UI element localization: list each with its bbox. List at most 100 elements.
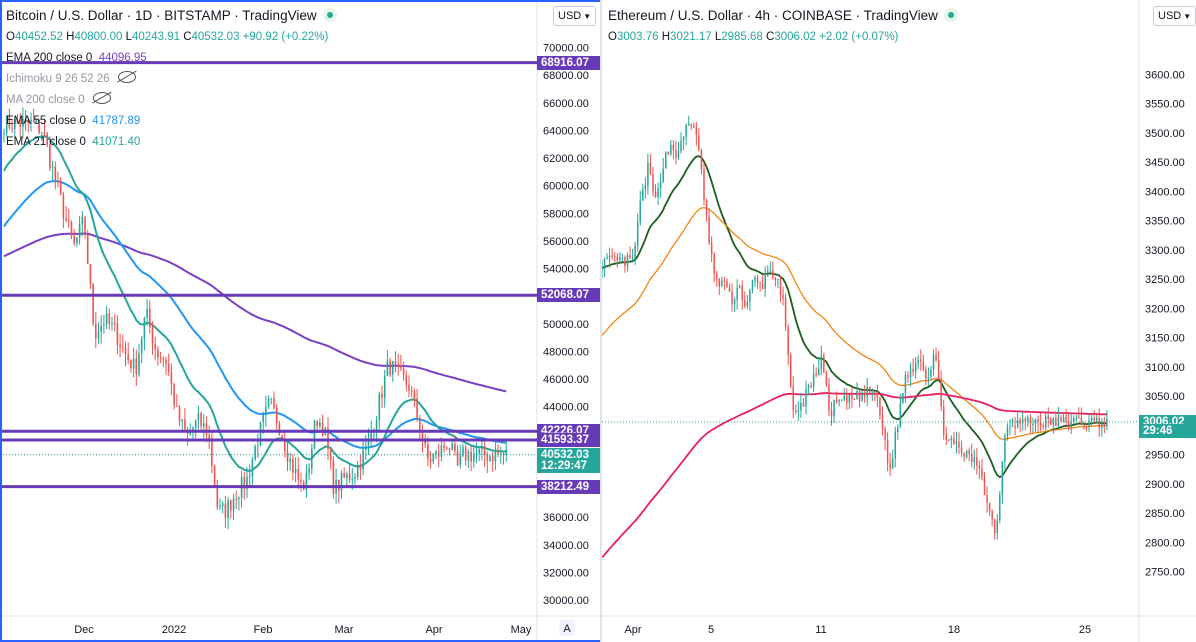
- candle: [1060, 415, 1062, 423]
- candle-body: [608, 255, 611, 258]
- candle: [958, 432, 960, 454]
- candle-body: [200, 412, 202, 427]
- candle-body: [1062, 416, 1065, 422]
- btc-chart-canvas[interactable]: 30000.0032000.0034000.0036000.0038000.00…: [0, 0, 600, 642]
- candle: [1024, 416, 1027, 431]
- candle: [297, 457, 300, 490]
- candle-body: [738, 285, 741, 288]
- candle-body: [917, 359, 919, 364]
- candle: [795, 404, 797, 415]
- candle-body: [432, 454, 435, 462]
- candle: [940, 370, 942, 412]
- y-tick-label: 3150.00: [1145, 333, 1185, 345]
- candle-body: [698, 135, 700, 151]
- candle: [996, 514, 998, 540]
- indicator-ichimoku[interactable]: Ichimoku 9 26 52 26: [6, 69, 337, 90]
- candle: [410, 386, 413, 398]
- y-tick-label: 34000.00: [543, 540, 589, 552]
- candle: [205, 416, 208, 443]
- hidden-eye-icon[interactable]: [92, 92, 111, 104]
- candle: [899, 393, 902, 428]
- pane-divider[interactable]: [600, 0, 602, 642]
- currency-dropdown[interactable]: USD ▼: [1153, 6, 1196, 26]
- candle-body: [224, 503, 227, 518]
- candle-body: [1014, 425, 1016, 428]
- ohlc-change: +90.92 (+0.22%): [242, 31, 329, 43]
- candle: [710, 236, 713, 263]
- candle: [238, 496, 240, 511]
- ohlc-low: 2985.68: [721, 31, 763, 43]
- candle-body: [1044, 416, 1047, 427]
- candle-body: [782, 294, 784, 299]
- candle-body: [165, 359, 167, 364]
- candle-body: [1022, 419, 1024, 424]
- candle: [464, 444, 467, 466]
- candle-body: [122, 346, 124, 348]
- candle: [945, 426, 947, 445]
- candle-body: [62, 194, 65, 219]
- hidden-eye-icon[interactable]: [117, 71, 136, 83]
- candle: [856, 382, 858, 400]
- candle: [16, 113, 19, 124]
- candle-body: [1065, 416, 1067, 422]
- ema55-value: 41787.89: [92, 115, 141, 127]
- candle: [216, 479, 219, 510]
- x-tick-label: 2022: [162, 624, 186, 636]
- candle: [930, 365, 932, 380]
- candle: [746, 295, 749, 310]
- candle-body: [805, 388, 807, 407]
- candle: [254, 444, 256, 461]
- x-tick-label: Mar: [335, 624, 354, 636]
- candle-body: [38, 120, 40, 134]
- candle: [200, 411, 202, 431]
- candle: [705, 198, 708, 222]
- candle: [1034, 418, 1037, 432]
- btc-chart-pane[interactable]: 30000.0032000.0034000.0036000.0038000.00…: [0, 0, 600, 642]
- moving-averages: [602, 155, 1108, 559]
- indicator-ema200[interactable]: EMA 200 close 0 44096.95: [6, 48, 337, 69]
- candle: [603, 257, 606, 277]
- candle-body: [1024, 419, 1027, 422]
- candle: [381, 385, 383, 408]
- candle: [367, 428, 370, 456]
- candle: [149, 300, 151, 334]
- indicator-ema55[interactable]: EMA 55 close 0 41787.89: [6, 111, 337, 132]
- candle: [1070, 413, 1072, 435]
- candle-body: [70, 222, 73, 237]
- candle-body: [167, 363, 170, 372]
- candle: [948, 438, 950, 441]
- candle: [321, 414, 324, 437]
- candle: [467, 449, 470, 468]
- candle-body: [14, 119, 16, 130]
- candle: [402, 361, 405, 381]
- eth-chart-pane[interactable]: 2750.002800.002850.002900.002950.003000.…: [602, 0, 1196, 642]
- ema200-label: EMA 200 close 0: [6, 52, 93, 64]
- candle: [624, 255, 626, 273]
- candle: [483, 438, 486, 467]
- candle: [265, 395, 267, 427]
- currency-dropdown[interactable]: USD ▼: [553, 6, 597, 26]
- candle: [960, 440, 963, 457]
- candle: [927, 367, 930, 386]
- candle-body: [914, 363, 917, 372]
- candle: [851, 386, 853, 409]
- candle-body: [871, 392, 874, 394]
- candle: [672, 140, 675, 160]
- indicator-ma200[interactable]: MA 200 close 0: [6, 90, 337, 111]
- candle: [375, 415, 378, 443]
- y-tick-label: 48000.00: [543, 346, 589, 358]
- candle: [38, 118, 40, 135]
- y-tick-label: 70000.00: [543, 43, 589, 55]
- candle: [3, 128, 5, 143]
- candle: [659, 173, 662, 199]
- candle-body: [16, 119, 19, 123]
- ema200-value: 44096.95: [98, 52, 147, 64]
- price-tag: 40532.03: [537, 447, 600, 462]
- candle-body: [948, 439, 950, 441]
- candle-body: [446, 447, 448, 449]
- candle: [170, 363, 173, 396]
- eth-chart-canvas[interactable]: 2750.002800.002850.002900.002950.003000.…: [602, 0, 1196, 642]
- candle: [1011, 417, 1014, 427]
- indicator-ema21[interactable]: EMA 21 close 0 41071.40: [6, 132, 337, 153]
- candle: [73, 228, 75, 246]
